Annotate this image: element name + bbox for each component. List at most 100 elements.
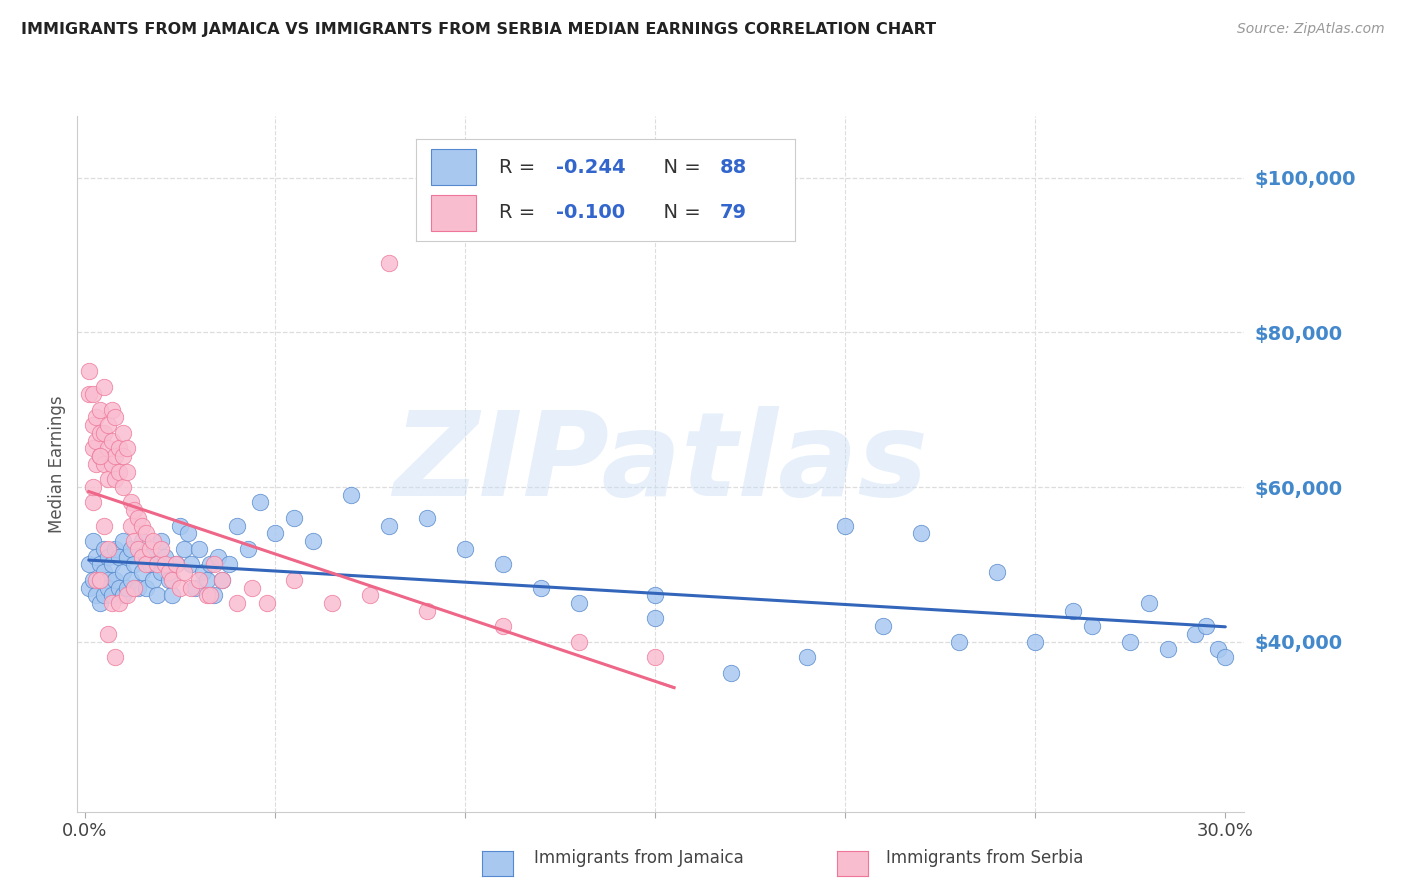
Y-axis label: Median Earnings: Median Earnings (48, 395, 66, 533)
Point (100, 558, 122, 572)
Point (115, 581, 138, 595)
Point (108, 596, 131, 610)
Text: -0.100: -0.100 (557, 203, 626, 222)
Point (104, 449, 127, 463)
Point (82, 418, 104, 433)
Point (283, 573, 305, 587)
Point (97, 627, 120, 641)
Point (135, 558, 157, 572)
Point (127, 581, 149, 595)
Point (834, 518, 856, 533)
Point (89, 402, 111, 417)
Text: R =: R = (499, 158, 541, 177)
Point (100, 434, 122, 448)
Point (169, 518, 191, 533)
Point (162, 588, 184, 602)
Point (238, 541, 260, 556)
Point (180, 581, 202, 595)
Point (184, 581, 207, 595)
Point (240, 581, 263, 595)
Point (131, 565, 153, 579)
Point (211, 573, 233, 587)
Point (454, 541, 477, 556)
Point (120, 518, 142, 533)
Point (111, 449, 134, 463)
Text: IMMIGRANTS FROM JAMAICA VS IMMIGRANTS FROM SERBIA MEDIAN EARNINGS CORRELATION CH: IMMIGRANTS FROM JAMAICA VS IMMIGRANTS FR… (21, 22, 936, 37)
Point (97, 472, 120, 486)
Point (146, 558, 169, 572)
Point (108, 465, 131, 479)
Point (142, 534, 165, 549)
Point (86, 588, 108, 602)
Point (644, 611, 666, 625)
Point (93, 518, 115, 533)
Point (568, 634, 591, 648)
Point (89, 558, 111, 572)
Point (93, 457, 115, 471)
Point (93, 588, 115, 602)
Point (1184, 627, 1206, 641)
Point (986, 565, 1008, 579)
Point (416, 511, 439, 525)
Point (1062, 604, 1084, 618)
Point (1024, 634, 1046, 648)
Point (191, 565, 214, 579)
Text: 79: 79 (720, 203, 747, 222)
Point (127, 541, 149, 556)
Point (188, 573, 211, 587)
Point (89, 573, 111, 587)
Point (104, 410, 127, 425)
Point (104, 541, 127, 556)
Point (142, 573, 165, 587)
Point (120, 541, 142, 556)
Point (492, 558, 515, 572)
Point (720, 665, 742, 680)
Point (89, 596, 111, 610)
Text: Immigrants from Jamaica: Immigrants from Jamaica (534, 849, 744, 867)
Point (378, 518, 401, 533)
Point (146, 588, 169, 602)
Point (82, 480, 104, 494)
Point (948, 634, 970, 648)
Point (115, 588, 138, 602)
Point (115, 465, 138, 479)
Point (127, 511, 149, 525)
Point (131, 534, 153, 549)
Point (97, 442, 120, 456)
Point (86, 410, 108, 425)
Point (176, 526, 198, 541)
Point (82, 442, 104, 456)
Point (111, 425, 134, 440)
Point (111, 480, 134, 494)
Point (200, 588, 222, 602)
Point (157, 573, 180, 587)
Point (1081, 619, 1104, 633)
Point (93, 565, 115, 579)
Text: -0.244: -0.244 (557, 158, 626, 177)
Point (124, 503, 146, 517)
Point (108, 442, 131, 456)
Point (89, 449, 111, 463)
Point (264, 526, 287, 541)
Text: ZIPatlas: ZIPatlas (394, 407, 928, 521)
Point (226, 596, 249, 610)
Point (108, 581, 131, 595)
Point (153, 549, 176, 564)
Point (135, 549, 157, 564)
Point (249, 495, 271, 509)
Point (111, 534, 134, 549)
Point (86, 573, 108, 587)
Point (82, 495, 104, 509)
Text: Source: ZipAtlas.com: Source: ZipAtlas.com (1237, 22, 1385, 37)
Point (89, 449, 111, 463)
Point (93, 379, 115, 393)
Point (149, 565, 172, 579)
Point (86, 434, 108, 448)
Point (165, 558, 187, 572)
Point (1213, 650, 1236, 665)
Point (124, 581, 146, 595)
Point (173, 565, 195, 579)
Text: 88: 88 (720, 158, 747, 177)
Point (492, 619, 515, 633)
Point (644, 650, 666, 665)
